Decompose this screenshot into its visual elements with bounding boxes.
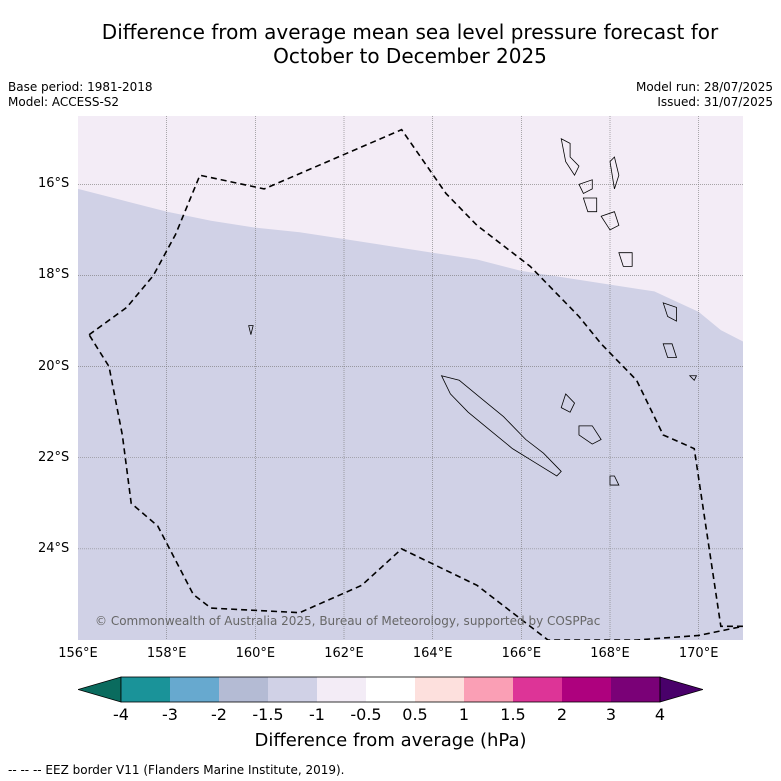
colorbar-tick-label: 1.5 [500,705,526,724]
island-outline [578,179,593,195]
colorbar-bin [121,677,170,702]
colorbar-bin [268,677,317,702]
colorbar-tick-label: -0.5 [350,705,382,724]
model-run: Model run: 28/07/2025 [635,80,773,94]
island-outline [662,343,678,358]
model-name: Model: ACCESS-S2 [8,95,120,109]
island-outline [248,325,254,335]
map-panel [78,116,743,640]
colorbar-bin [170,677,219,702]
colorbar-tick-label: 3 [605,705,617,724]
colorbar-tick-label: -2 [211,705,227,724]
colorbar-bin [219,677,268,702]
island-outline [582,197,598,213]
chart-title: Difference from average mean sea level p… [40,20,780,68]
longitude-label: 162°E [324,646,364,661]
eez-border [88,128,743,640]
island-outline [609,475,620,486]
colorbar-extend-low [78,676,122,703]
island-outline [578,425,602,445]
colorbar-bin [562,677,611,702]
base-period: Base period: 1981-2018 [8,80,153,94]
land-outlines [248,138,698,486]
latitude-label: 24°S [38,540,70,556]
colorbar-bin [317,677,366,702]
issued-date: Issued: 31/07/2025 [657,95,773,109]
latitude-label: 20°S [38,358,70,374]
island-outline [688,375,698,381]
longitude-label: 164°E [412,646,453,661]
colorbar-bin [464,677,513,702]
latitude-label: 18°S [38,267,70,283]
latitude-label: 22°S [38,449,70,465]
colorbar-tick-label: -3 [162,705,178,724]
island-outline [600,211,620,231]
colorbar-tick-label: 0.5 [402,705,428,724]
colorbar-tick-label: -1 [309,705,325,724]
colorbar-outline [120,676,661,703]
colorbar-bin [513,677,562,702]
meta-right: Model run: 28/07/2025 Issued: 31/07/2025 [636,80,773,110]
title-line-2: October to December 2025 [273,44,547,68]
longitude-label: 160°E [235,646,276,661]
island-outline [560,138,580,177]
island-outline [618,252,633,267]
colorbar-tick-label: -4 [113,705,129,724]
longitude-label: 168°E [590,646,630,661]
colorbar-extend-high [659,676,703,703]
island-outline [440,375,562,477]
eez-legend-note: -- -- -- EEZ border V11 (Flanders Marine… [8,763,345,777]
longitude-label: 156°E [58,646,98,661]
meta-left: Base period: 1981-2018 Model: ACCESS-S2 [8,80,153,110]
island-outline [609,156,620,190]
latitude-label: 16°S [38,176,70,192]
colorbar-bin [366,677,415,702]
negative-region [78,188,743,640]
title-line-1: Difference from average mean sea level p… [101,20,719,44]
copyright-credit: © Commonwealth of Australia 2025, Bureau… [95,614,601,628]
island-outline [560,393,576,413]
colorbar [78,676,703,703]
gridlines [78,116,743,640]
longitude-label: 170°E [678,646,719,661]
longitude-label: 158°E [146,646,187,661]
colorbar-title: Difference from average (hPa) [254,730,527,751]
colorbar-tick-label: 4 [654,705,666,724]
island-outline [662,302,677,322]
colorbar-bin [415,677,464,702]
longitude-label: 166°E [501,646,542,661]
colorbar-tick-label: 1 [458,705,470,724]
colorbar-tick-label: -1.5 [252,705,284,724]
colorbar-bin [611,677,660,702]
colorbar-tick-label: 2 [556,705,568,724]
